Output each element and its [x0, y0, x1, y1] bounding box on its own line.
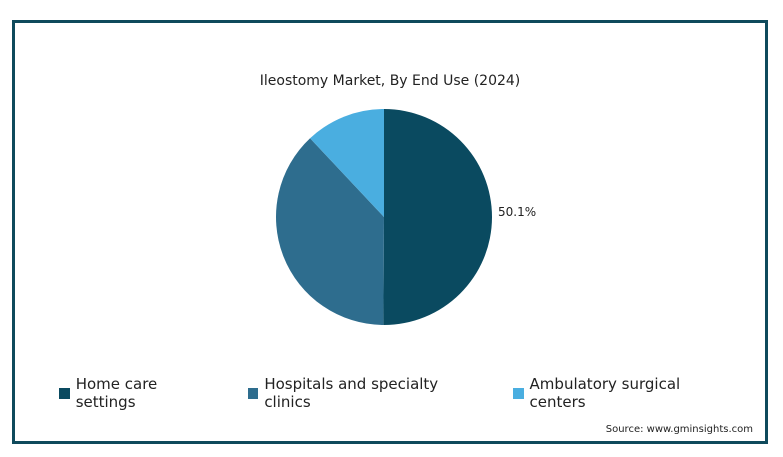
- pie-slice-ambulatory: [310, 109, 384, 217]
- pie-data-label: 50.1%: [498, 205, 536, 219]
- legend: Home care settings Hospitals and special…: [59, 375, 765, 411]
- legend-swatch-hospitals: [247, 387, 259, 399]
- legend-swatch-ambulatory: [512, 387, 524, 399]
- chart-title: Ileostomy Market, By End Use (2024): [259, 73, 521, 89]
- legend-label-hospitals: Hospitals and specialty clinics: [264, 375, 439, 411]
- legend-label-home-care: Home care settings: [75, 375, 158, 411]
- pie-slice-home-care: [383, 109, 493, 325]
- pie-chart: 50.1%: [276, 109, 536, 325]
- legend-item-home-care: Home care settings: [59, 375, 218, 411]
- legend-swatch-home-care: [59, 387, 70, 399]
- chart-frame: Ileostomy Market, By End Use (2024) 50.1…: [12, 20, 768, 444]
- legend-item-ambulatory: Ambulatory surgical centers: [512, 375, 735, 411]
- legend-label-ambulatory: Ambulatory surgical centers: [529, 375, 681, 411]
- pie-slice-hospitals: [276, 138, 384, 325]
- legend-item-hospitals: Hospitals and specialty clinics: [247, 375, 483, 411]
- source-note: Source: www.gminsights.com: [605, 424, 753, 435]
